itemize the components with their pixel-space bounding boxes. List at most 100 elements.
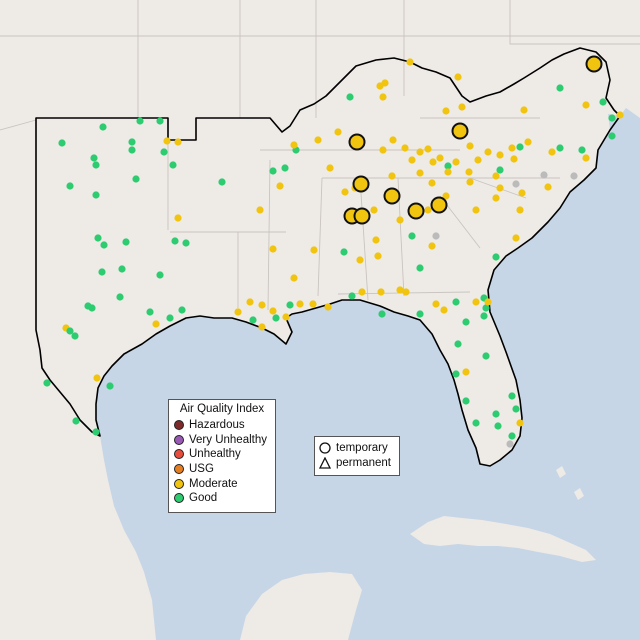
monitor-marker <box>462 318 470 326</box>
legend-item: Good <box>169 491 275 506</box>
monitor-marker <box>492 172 500 180</box>
monitor-marker <box>444 162 452 170</box>
monitor-marker <box>379 146 387 154</box>
monitor-marker <box>269 307 277 315</box>
monitor-marker <box>118 265 126 273</box>
monitor-marker <box>578 146 586 154</box>
monitor-marker <box>494 422 502 430</box>
shape-legend-permanent: permanent <box>315 455 399 470</box>
monitor-marker <box>406 58 414 66</box>
monitor-marker <box>356 256 364 264</box>
monitor-marker <box>324 303 332 311</box>
monitor-marker <box>182 239 190 247</box>
monitor-marker <box>116 293 124 301</box>
monitor-marker <box>506 440 514 448</box>
monitor-marker <box>482 352 490 360</box>
monitor-marker <box>128 138 136 146</box>
legend-item: USG <box>169 462 275 477</box>
monitor-marker <box>429 158 437 166</box>
monitor-marker <box>508 392 516 400</box>
monitor-marker <box>440 306 448 314</box>
monitor-marker <box>88 304 96 312</box>
monitor-marker <box>90 154 98 162</box>
monitor-marker <box>388 172 396 180</box>
legend-swatch-icon <box>174 493 184 504</box>
monitor-marker <box>258 323 266 331</box>
monitor-marker <box>428 242 436 250</box>
monitor-marker <box>482 304 490 312</box>
monitor-marker <box>309 300 317 308</box>
monitor-marker <box>466 142 474 150</box>
monitor-marker <box>496 184 504 192</box>
monitor-marker <box>272 314 280 322</box>
monitor-marker <box>424 145 432 153</box>
monitor-marker <box>296 300 304 308</box>
monitor-marker <box>416 264 424 272</box>
monitor-marker <box>436 154 444 162</box>
monitor-marker <box>472 419 480 427</box>
monitor-marker <box>156 271 164 279</box>
monitor-marker <box>379 93 387 101</box>
monitor-marker <box>452 158 460 166</box>
monitor-marker <box>381 79 389 87</box>
legend-item: Hazardous <box>169 418 275 433</box>
temporary-monitor-marker <box>430 196 448 214</box>
legend-swatch-icon <box>174 434 184 445</box>
monitor-marker <box>93 374 101 382</box>
monitor-marker <box>66 327 74 335</box>
monitor-marker <box>249 316 257 324</box>
monitor-marker <box>72 417 80 425</box>
monitor-marker <box>58 139 66 147</box>
temporary-monitor-marker <box>383 187 401 205</box>
monitor-marker <box>548 148 556 156</box>
monitor-marker <box>358 288 366 296</box>
monitor-marker <box>508 144 516 152</box>
monitor-marker <box>484 148 492 156</box>
monitor-marker <box>92 191 100 199</box>
monitor-marker <box>510 155 518 163</box>
monitor-marker <box>416 148 424 156</box>
monitor-marker <box>432 232 440 240</box>
monitor-marker <box>608 132 616 140</box>
monitor-marker <box>128 146 136 154</box>
monitor-marker <box>290 141 298 149</box>
monitor-marker <box>454 73 462 81</box>
monitor-marker <box>544 183 552 191</box>
monitor-marker <box>496 151 504 159</box>
monitor-marker <box>492 410 500 418</box>
triangle-icon <box>319 456 331 469</box>
monitor-marker <box>246 298 254 306</box>
legend-label: Unhealthy <box>189 448 241 461</box>
monitor-marker <box>408 232 416 240</box>
monitor-marker <box>136 117 144 125</box>
study-region-outline <box>35 47 621 467</box>
monitor-marker <box>171 237 179 245</box>
monitor-marker <box>156 117 164 125</box>
monitor-marker <box>556 84 564 92</box>
monitor-marker <box>174 214 182 222</box>
monitor-marker <box>616 111 624 119</box>
monitor-marker <box>166 314 174 322</box>
monitor-marker <box>282 313 290 321</box>
monitor-marker <box>570 172 578 180</box>
monitor-marker <box>474 156 482 164</box>
monitor-marker <box>340 248 348 256</box>
legend-item: Unhealthy <box>169 447 275 462</box>
legend-swatch-icon <box>174 464 184 475</box>
monitor-marker <box>508 432 516 440</box>
monitor-marker <box>334 128 342 136</box>
monitor-marker <box>466 178 474 186</box>
monitor-marker <box>92 161 100 169</box>
monitor-marker <box>402 288 410 296</box>
monitor-marker <box>258 301 266 309</box>
monitor-marker <box>516 419 524 427</box>
monitor-marker <box>71 332 79 340</box>
monitor-marker <box>582 101 590 109</box>
monitor-marker <box>401 144 409 152</box>
legend-title: Air Quality Index <box>179 403 265 415</box>
monitor-marker <box>169 161 177 169</box>
monitor-marker <box>442 192 450 200</box>
monitor-marker <box>516 143 524 151</box>
legend-item: Very Unhealthy <box>169 433 275 448</box>
monitor-marker <box>66 182 74 190</box>
